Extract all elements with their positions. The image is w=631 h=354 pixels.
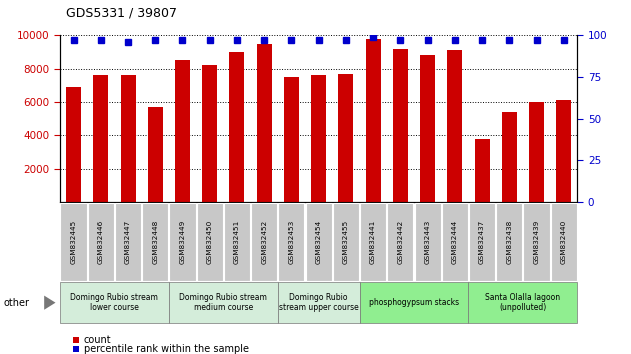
- Text: GSM832452: GSM832452: [261, 219, 267, 264]
- FancyBboxPatch shape: [360, 202, 386, 281]
- FancyBboxPatch shape: [278, 202, 305, 281]
- Text: GSM832451: GSM832451: [234, 219, 240, 264]
- Text: GSM832455: GSM832455: [343, 219, 349, 264]
- FancyBboxPatch shape: [169, 202, 196, 281]
- Bar: [175, 60, 190, 202]
- Text: GSM832450: GSM832450: [207, 219, 213, 264]
- Text: GSM832447: GSM832447: [125, 219, 131, 264]
- Text: GSM832454: GSM832454: [316, 219, 322, 264]
- Bar: [529, 102, 544, 202]
- FancyBboxPatch shape: [224, 202, 250, 281]
- Text: GSM832445: GSM832445: [71, 219, 76, 264]
- Bar: [66, 87, 81, 202]
- Bar: [121, 75, 136, 202]
- Bar: [202, 65, 217, 202]
- FancyBboxPatch shape: [61, 202, 86, 281]
- FancyBboxPatch shape: [468, 282, 577, 323]
- Bar: [502, 112, 517, 202]
- Bar: [557, 100, 571, 202]
- FancyBboxPatch shape: [278, 282, 360, 323]
- FancyBboxPatch shape: [251, 202, 277, 281]
- Bar: [338, 74, 353, 202]
- Text: Domingo Rubio stream
lower course: Domingo Rubio stream lower course: [71, 293, 158, 312]
- Text: Domingo Rubio stream
medium course: Domingo Rubio stream medium course: [179, 293, 268, 312]
- Bar: [230, 52, 244, 202]
- Text: GSM832448: GSM832448: [152, 219, 158, 264]
- FancyBboxPatch shape: [142, 202, 168, 281]
- Text: GSM832443: GSM832443: [425, 219, 430, 264]
- FancyBboxPatch shape: [305, 202, 332, 281]
- Bar: [365, 39, 380, 202]
- Text: count: count: [84, 335, 112, 345]
- Text: GSM832453: GSM832453: [288, 219, 295, 264]
- Text: other: other: [3, 298, 29, 308]
- FancyBboxPatch shape: [115, 202, 141, 281]
- Bar: [311, 75, 326, 202]
- Text: Santa Olalla lagoon
(unpolluted): Santa Olalla lagoon (unpolluted): [485, 293, 560, 312]
- Bar: [257, 44, 272, 202]
- Text: phosphogypsum stacks: phosphogypsum stacks: [369, 298, 459, 307]
- Text: GSM832439: GSM832439: [534, 219, 540, 264]
- Bar: [284, 77, 299, 202]
- FancyBboxPatch shape: [415, 202, 440, 281]
- Bar: [393, 49, 408, 202]
- FancyBboxPatch shape: [551, 202, 577, 281]
- Text: GSM832442: GSM832442: [398, 219, 403, 264]
- FancyBboxPatch shape: [360, 282, 468, 323]
- Text: percentile rank within the sample: percentile rank within the sample: [84, 344, 249, 354]
- FancyBboxPatch shape: [524, 202, 550, 281]
- Bar: [148, 107, 163, 202]
- Bar: [447, 50, 463, 202]
- FancyBboxPatch shape: [333, 202, 359, 281]
- FancyBboxPatch shape: [197, 202, 223, 281]
- Text: Domingo Rubio
stream upper course: Domingo Rubio stream upper course: [279, 293, 358, 312]
- Bar: [93, 75, 109, 202]
- Text: GSM832437: GSM832437: [479, 219, 485, 264]
- FancyBboxPatch shape: [496, 202, 522, 281]
- Text: GDS5331 / 39807: GDS5331 / 39807: [66, 6, 177, 19]
- Bar: [475, 138, 490, 202]
- Text: GSM832438: GSM832438: [506, 219, 512, 264]
- FancyBboxPatch shape: [88, 202, 114, 281]
- Text: GSM832449: GSM832449: [179, 219, 186, 264]
- FancyBboxPatch shape: [169, 282, 278, 323]
- Text: GSM832444: GSM832444: [452, 219, 458, 264]
- Bar: [420, 55, 435, 202]
- Text: GSM832446: GSM832446: [98, 219, 103, 264]
- Text: GSM832440: GSM832440: [561, 219, 567, 264]
- FancyBboxPatch shape: [442, 202, 468, 281]
- FancyBboxPatch shape: [60, 282, 169, 323]
- Text: GSM832441: GSM832441: [370, 219, 376, 264]
- FancyBboxPatch shape: [469, 202, 495, 281]
- FancyBboxPatch shape: [387, 202, 413, 281]
